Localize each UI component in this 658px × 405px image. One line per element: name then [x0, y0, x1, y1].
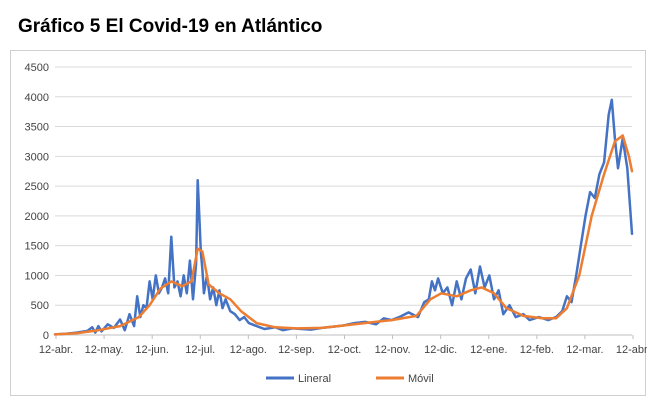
x-tick-label: 12-dic.: [424, 344, 457, 356]
y-tick-label: 4000: [25, 92, 49, 104]
legend: Lineral Móvil: [266, 373, 434, 385]
y-tick-label: 2000: [25, 211, 49, 223]
x-tick-label: 12-may.: [85, 344, 124, 356]
x-tick-label: 12-sep.: [278, 344, 315, 356]
x-tick-label: 12-abr.: [39, 344, 73, 356]
x-tick-label: 12-abr.: [616, 344, 647, 356]
x-tick-label: 12-nov.: [375, 344, 411, 356]
x-tick-label: 12-jul.: [185, 344, 215, 356]
x-tick-label: 12-oct.: [328, 344, 362, 356]
legend-label: Móvil: [408, 373, 434, 385]
y-tick-label: 4500: [25, 62, 49, 74]
series-line-móvil: [53, 134, 634, 336]
y-tick-label: 1500: [25, 241, 49, 253]
y-axis-ticks: 0 500 1000 1500 2000 2500 3000 3500 4000 4500: [25, 62, 49, 342]
chart-title: Gráfico 5 El Covid-19 en Atlántico: [18, 16, 323, 37]
x-tick-label: 12-jun.: [135, 344, 169, 356]
x-tick-label: 12-ago.: [230, 344, 267, 356]
x-axis-ticks: 12-abr. 12-may. 12-jun. 12-jul. 12-ago. 12-se…: [39, 335, 647, 356]
x-tick-label: 12-mar.: [566, 344, 603, 356]
series-lines: [53, 98, 634, 336]
y-tick-label: 1000: [25, 270, 49, 282]
gridlines: [55, 66, 632, 336]
legend-label: Lineral: [298, 373, 331, 385]
y-tick-label: 3000: [25, 151, 49, 163]
series-line-lineral: [53, 98, 634, 336]
y-tick-label: 2500: [25, 181, 49, 193]
x-tick-label: 12-ene.: [470, 344, 507, 356]
y-tick-label: 500: [31, 300, 49, 312]
y-tick-label: 0: [43, 330, 49, 342]
x-tick-label: 12-feb.: [520, 344, 554, 356]
line-chart: 0 500 1000 1500 2000 2500 3000 3500 4000 4500 12-…: [25, 62, 647, 385]
y-tick-label: 3500: [25, 122, 49, 134]
chart-area: 0 500 1000 1500 2000 2500 3000 3500 4000 4500 12-…: [10, 50, 647, 396]
